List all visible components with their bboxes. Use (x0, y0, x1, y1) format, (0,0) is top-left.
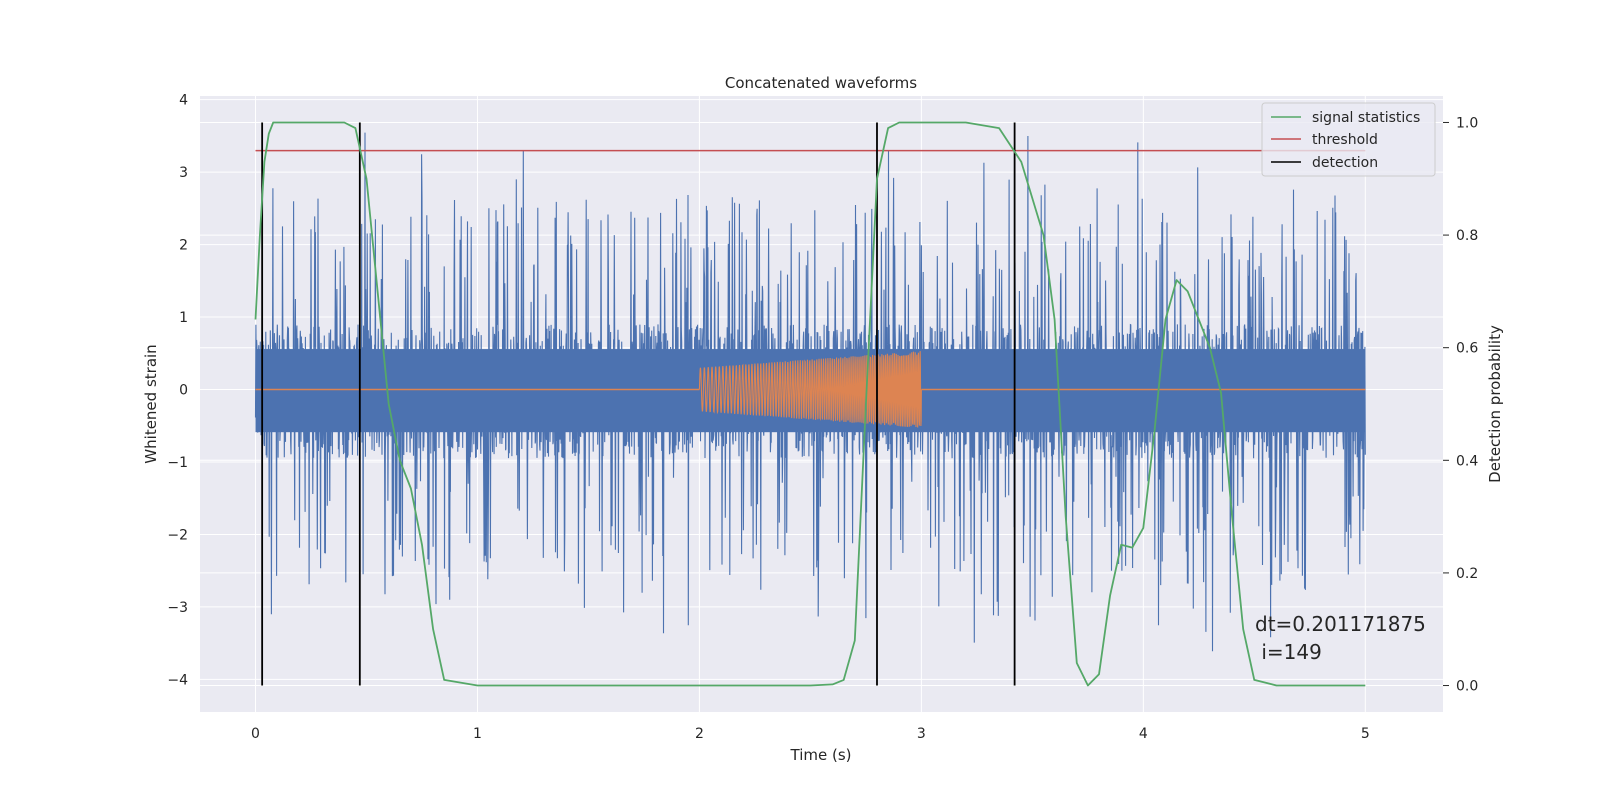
x-tick-label: 2 (695, 726, 704, 742)
x-tick-labels: 0 1 2 3 4 5 (251, 726, 1370, 742)
legend: signal statistics threshold detection (1261, 102, 1436, 177)
y-tick-label: −1 (167, 455, 188, 471)
signal-statistics-series (254, 121, 1366, 687)
x-tick-label: 3 (917, 726, 926, 742)
y-right-tick-label: 0.8 (1456, 228, 1478, 244)
y-tick-label: −4 (167, 672, 188, 688)
y-tick-label: 2 (179, 238, 188, 254)
y-tick-label: 4 (179, 93, 188, 109)
y-tick-labels: −4 −3 −2 −1 0 1 2 3 4 (167, 93, 188, 689)
legend-label-detection: detection (1312, 155, 1378, 171)
injection-series (698, 351, 922, 428)
chart-title: Concatenated waveforms (725, 74, 917, 92)
legend-label-signal-statistics: signal statistics (1312, 110, 1420, 126)
x-axis-label: Time (s) (790, 746, 852, 764)
x-tick-label: 1 (473, 726, 482, 742)
x-tick-label: 5 (1361, 726, 1370, 742)
y-right-tick-label: 0.0 (1456, 679, 1478, 695)
annotation-dt: dt=0.201171875 (1255, 612, 1426, 636)
y-right-tick-label: 1.0 (1456, 115, 1478, 131)
y-axis-label: Whitened strain (142, 344, 160, 463)
annotation-i: i=149 (1255, 640, 1322, 664)
legend-box (1261, 102, 1436, 177)
y-right-tick-labels: 0.0 0.2 0.4 0.6 0.8 1.0 (1443, 115, 1478, 695)
series-group (254, 121, 1366, 687)
y-right-tick-label: 0.2 (1456, 566, 1478, 582)
y-right-tick-label: 0.4 (1456, 453, 1478, 469)
x-tick-label: 0 (251, 726, 260, 742)
y-tick-label: −2 (167, 527, 188, 543)
y-right-axis-label: Detection probability (1486, 325, 1504, 483)
y-right-tick-label: 0.6 (1456, 341, 1478, 357)
y-tick-label: 3 (179, 165, 188, 181)
y-tick-label: −3 (167, 600, 188, 616)
y-tick-label: 1 (179, 310, 188, 326)
y-tick-label: 0 (179, 383, 188, 399)
x-tick-label: 4 (1139, 726, 1148, 742)
legend-label-threshold: threshold (1312, 132, 1378, 148)
